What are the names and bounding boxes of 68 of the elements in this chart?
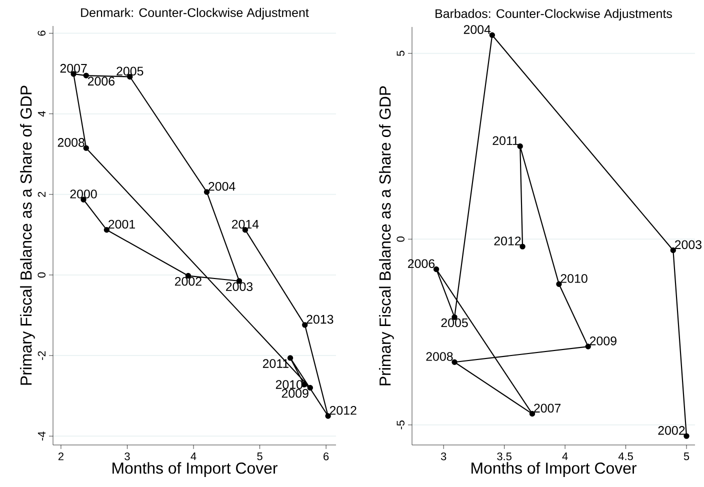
annotation: 2011 <box>492 136 518 146</box>
x-tick-label: 6 <box>324 452 329 460</box>
y-tick-label: 6 <box>38 30 46 36</box>
point <box>204 189 210 195</box>
y-axis-title: Primary Fiscal Balance as a Share of GDP <box>20 86 35 385</box>
x-tick-label: 3 <box>124 452 130 460</box>
y-axis-title: Primary Fiscal Balance as a Share of GDP <box>379 86 394 386</box>
y-tick-label: 0 <box>38 272 46 278</box>
annotation: 2012 <box>494 236 521 246</box>
annotation: 2007 <box>60 64 87 73</box>
annotation: 2010 <box>560 274 588 283</box>
annotation: 2000 <box>70 190 97 198</box>
point <box>287 355 294 361</box>
y-tick-label: 2 <box>38 192 46 197</box>
x-axis-title: Months of Import Cover <box>112 462 278 477</box>
x-axis-title: Months of Import Cover <box>472 462 636 477</box>
x-tick-label: 4 <box>562 452 568 460</box>
annotation: 2013 <box>306 314 334 324</box>
annotation: 2009 <box>590 336 616 346</box>
point <box>452 359 458 365</box>
point <box>684 433 690 439</box>
x-tick-label: 5 <box>684 452 690 460</box>
annotation: 2011 <box>262 359 288 368</box>
annotation: 2006 <box>408 259 435 268</box>
point <box>517 143 523 150</box>
x-tick-label: 3 <box>440 452 446 460</box>
point <box>302 322 308 328</box>
y-tick-label: 4 <box>38 111 46 117</box>
chart-title: Barbados: Counter-Clockwise Adjustments <box>436 8 672 20</box>
annotation: 2003 <box>226 282 253 292</box>
annotation: 2005 <box>116 66 144 76</box>
annotation: 2004 <box>208 182 236 191</box>
point <box>529 410 536 417</box>
annotation: 2005 <box>441 318 468 328</box>
annotation: 2003 <box>674 240 702 250</box>
x-tick-label: 2 <box>58 452 64 460</box>
annotation: 2002 <box>174 276 202 286</box>
annotation: 2002 <box>658 426 685 435</box>
point <box>307 384 314 391</box>
annotation: 2012 <box>330 406 356 415</box>
point <box>433 266 440 272</box>
x-tick-label: 4.5 <box>618 452 633 460</box>
x-tick-label: 3.5 <box>497 452 512 460</box>
y-tick-label: -5 <box>396 420 404 430</box>
y-tick-label: 0 <box>396 236 404 242</box>
x-tick-label: 5 <box>257 452 262 460</box>
annotation: 2001 <box>108 220 135 229</box>
x-tick-label: 4 <box>190 452 196 460</box>
annotation: 2014 <box>232 220 259 229</box>
annotation: 2008 <box>426 352 453 361</box>
annotation: 2007 <box>534 404 561 413</box>
point <box>585 344 591 350</box>
annotation: 2008 <box>58 138 84 147</box>
point <box>520 244 526 250</box>
annotation: 2006 <box>88 76 114 86</box>
y-tick-label: -4 <box>38 432 46 441</box>
point <box>670 247 676 254</box>
point <box>556 281 562 287</box>
annotation: 2004 <box>464 25 491 34</box>
chart-title: Denmark: Counter-Clockwise Adjustment <box>81 8 309 20</box>
annotation: 2009 <box>282 388 308 398</box>
point <box>83 145 89 151</box>
annotation: 2010 <box>276 380 303 389</box>
y-tick-label: -2 <box>38 351 46 360</box>
y-tick-label: 5 <box>396 50 404 56</box>
point <box>489 32 496 38</box>
point <box>104 227 110 233</box>
point <box>325 413 331 419</box>
